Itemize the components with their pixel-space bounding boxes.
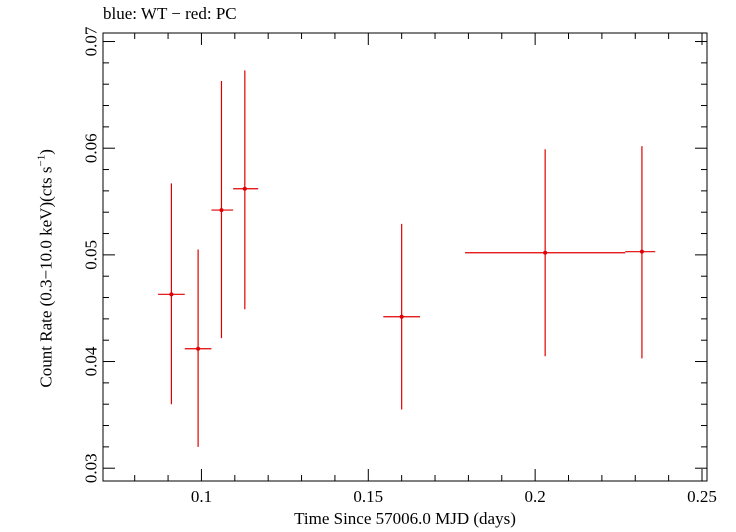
x-tick-label: 0.15 — [353, 487, 383, 506]
y-axis-label-sup: −1 — [35, 154, 48, 167]
plot-frame — [102, 32, 708, 482]
y-tick-label: 0.03 — [82, 453, 101, 483]
tick-labels: 0.1 0.15 0.2 0.25 0.03 0.04 0.05 0.06 0.07 — [82, 26, 717, 506]
y-tick-label: 0.05 — [82, 240, 101, 270]
data-point — [169, 292, 174, 297]
data-point — [543, 250, 548, 255]
y-tick-label: 0.04 — [82, 346, 101, 376]
data-point — [639, 249, 644, 254]
y-axis-label-tail: ) — [36, 149, 56, 155]
x-tick-label: 0.25 — [687, 487, 717, 506]
y-tick-label: 0.07 — [82, 26, 101, 56]
data-point — [219, 208, 224, 213]
axis-ticks — [103, 33, 707, 481]
data-point — [399, 314, 404, 319]
chart-title: blue: WT − red: PC — [103, 4, 237, 23]
data-marks — [158, 70, 656, 447]
x-tick-label: 0.2 — [525, 487, 546, 506]
x-tick-label: 0.1 — [191, 487, 212, 506]
x-axis-label: Time Since 57006.0 MJD (days) — [294, 509, 516, 528]
y-axis-label-main: Count Rate (0.3−10.0 keV)(cts s — [36, 166, 56, 388]
y-axis-label: Count Rate (0.3−10.0 keV)(cts s−1) — [36, 68, 57, 468]
y-tick-label: 0.06 — [82, 133, 101, 163]
data-point — [242, 186, 247, 191]
data-point — [196, 346, 201, 351]
